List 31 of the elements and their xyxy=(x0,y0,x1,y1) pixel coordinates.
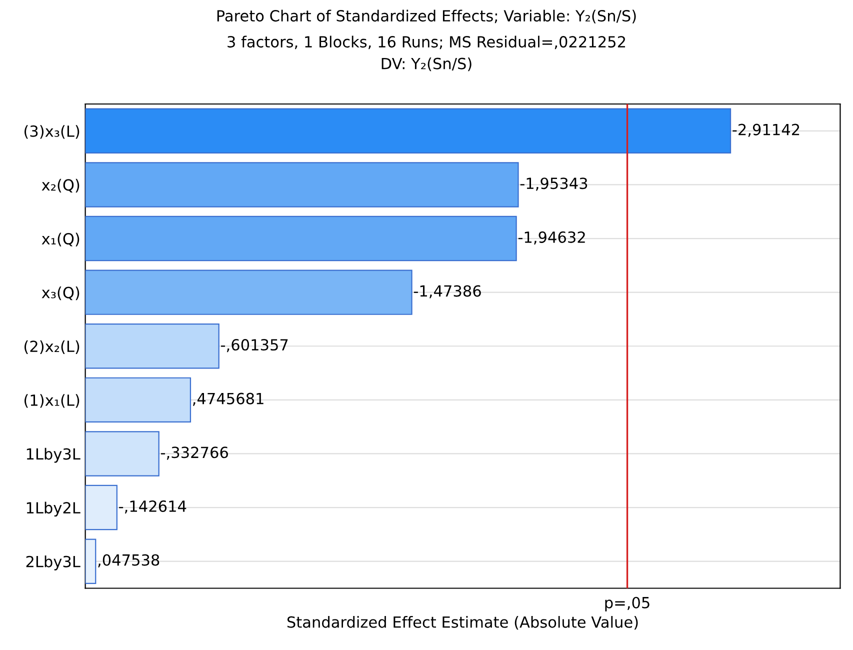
y-tick-label: x₁(Q) xyxy=(42,232,80,246)
annotation: -1,95343 xyxy=(520,178,588,191)
annotation: ,4745681 xyxy=(193,392,264,406)
y-tick-label: x₂(Q) xyxy=(42,178,80,193)
chart-subtitle: 3 factors, 1 Blocks, 16 Runs; MS Residual=,0221252 DV: Y₂(Sn/S) xyxy=(228,36,626,72)
y-tick-label: 1Lby3L xyxy=(26,448,80,463)
y-tick-label: (2)x₂(L) xyxy=(24,340,80,354)
bar xyxy=(85,324,220,369)
annotation: -1,94632 xyxy=(518,231,585,245)
annotation: -,142614 xyxy=(119,500,186,514)
bar xyxy=(85,484,118,530)
y-tick-label: x₃(Q) xyxy=(42,286,80,300)
bar xyxy=(85,216,517,262)
bar xyxy=(85,538,96,584)
y-tick-label: 1Lby2L xyxy=(26,502,80,517)
bar xyxy=(85,377,192,423)
annotation: -,601357 xyxy=(220,339,288,352)
bar xyxy=(85,270,412,315)
annotation: ,047538 xyxy=(98,554,160,568)
bar xyxy=(85,431,160,476)
y-tick-label: (3)x₃(L) xyxy=(24,125,80,139)
bar xyxy=(85,162,519,208)
y-tick-label: (1)x₁(L) xyxy=(24,394,80,408)
chart-title: Pareto Chart of Standardized Effects; Variable: Y₂(Sn/S) xyxy=(217,10,636,24)
ref-line-label: p=,05 xyxy=(605,596,650,612)
text: -2,91142 xyxy=(732,124,800,137)
x-axis-title: Standardized Effect Estimate (Absolute Value) xyxy=(287,616,638,630)
annotation: -1,47386 xyxy=(414,285,481,298)
bar xyxy=(85,108,732,154)
y-tick-label: 2Lby3L xyxy=(26,556,80,570)
annotation: -,332766 xyxy=(160,446,228,460)
